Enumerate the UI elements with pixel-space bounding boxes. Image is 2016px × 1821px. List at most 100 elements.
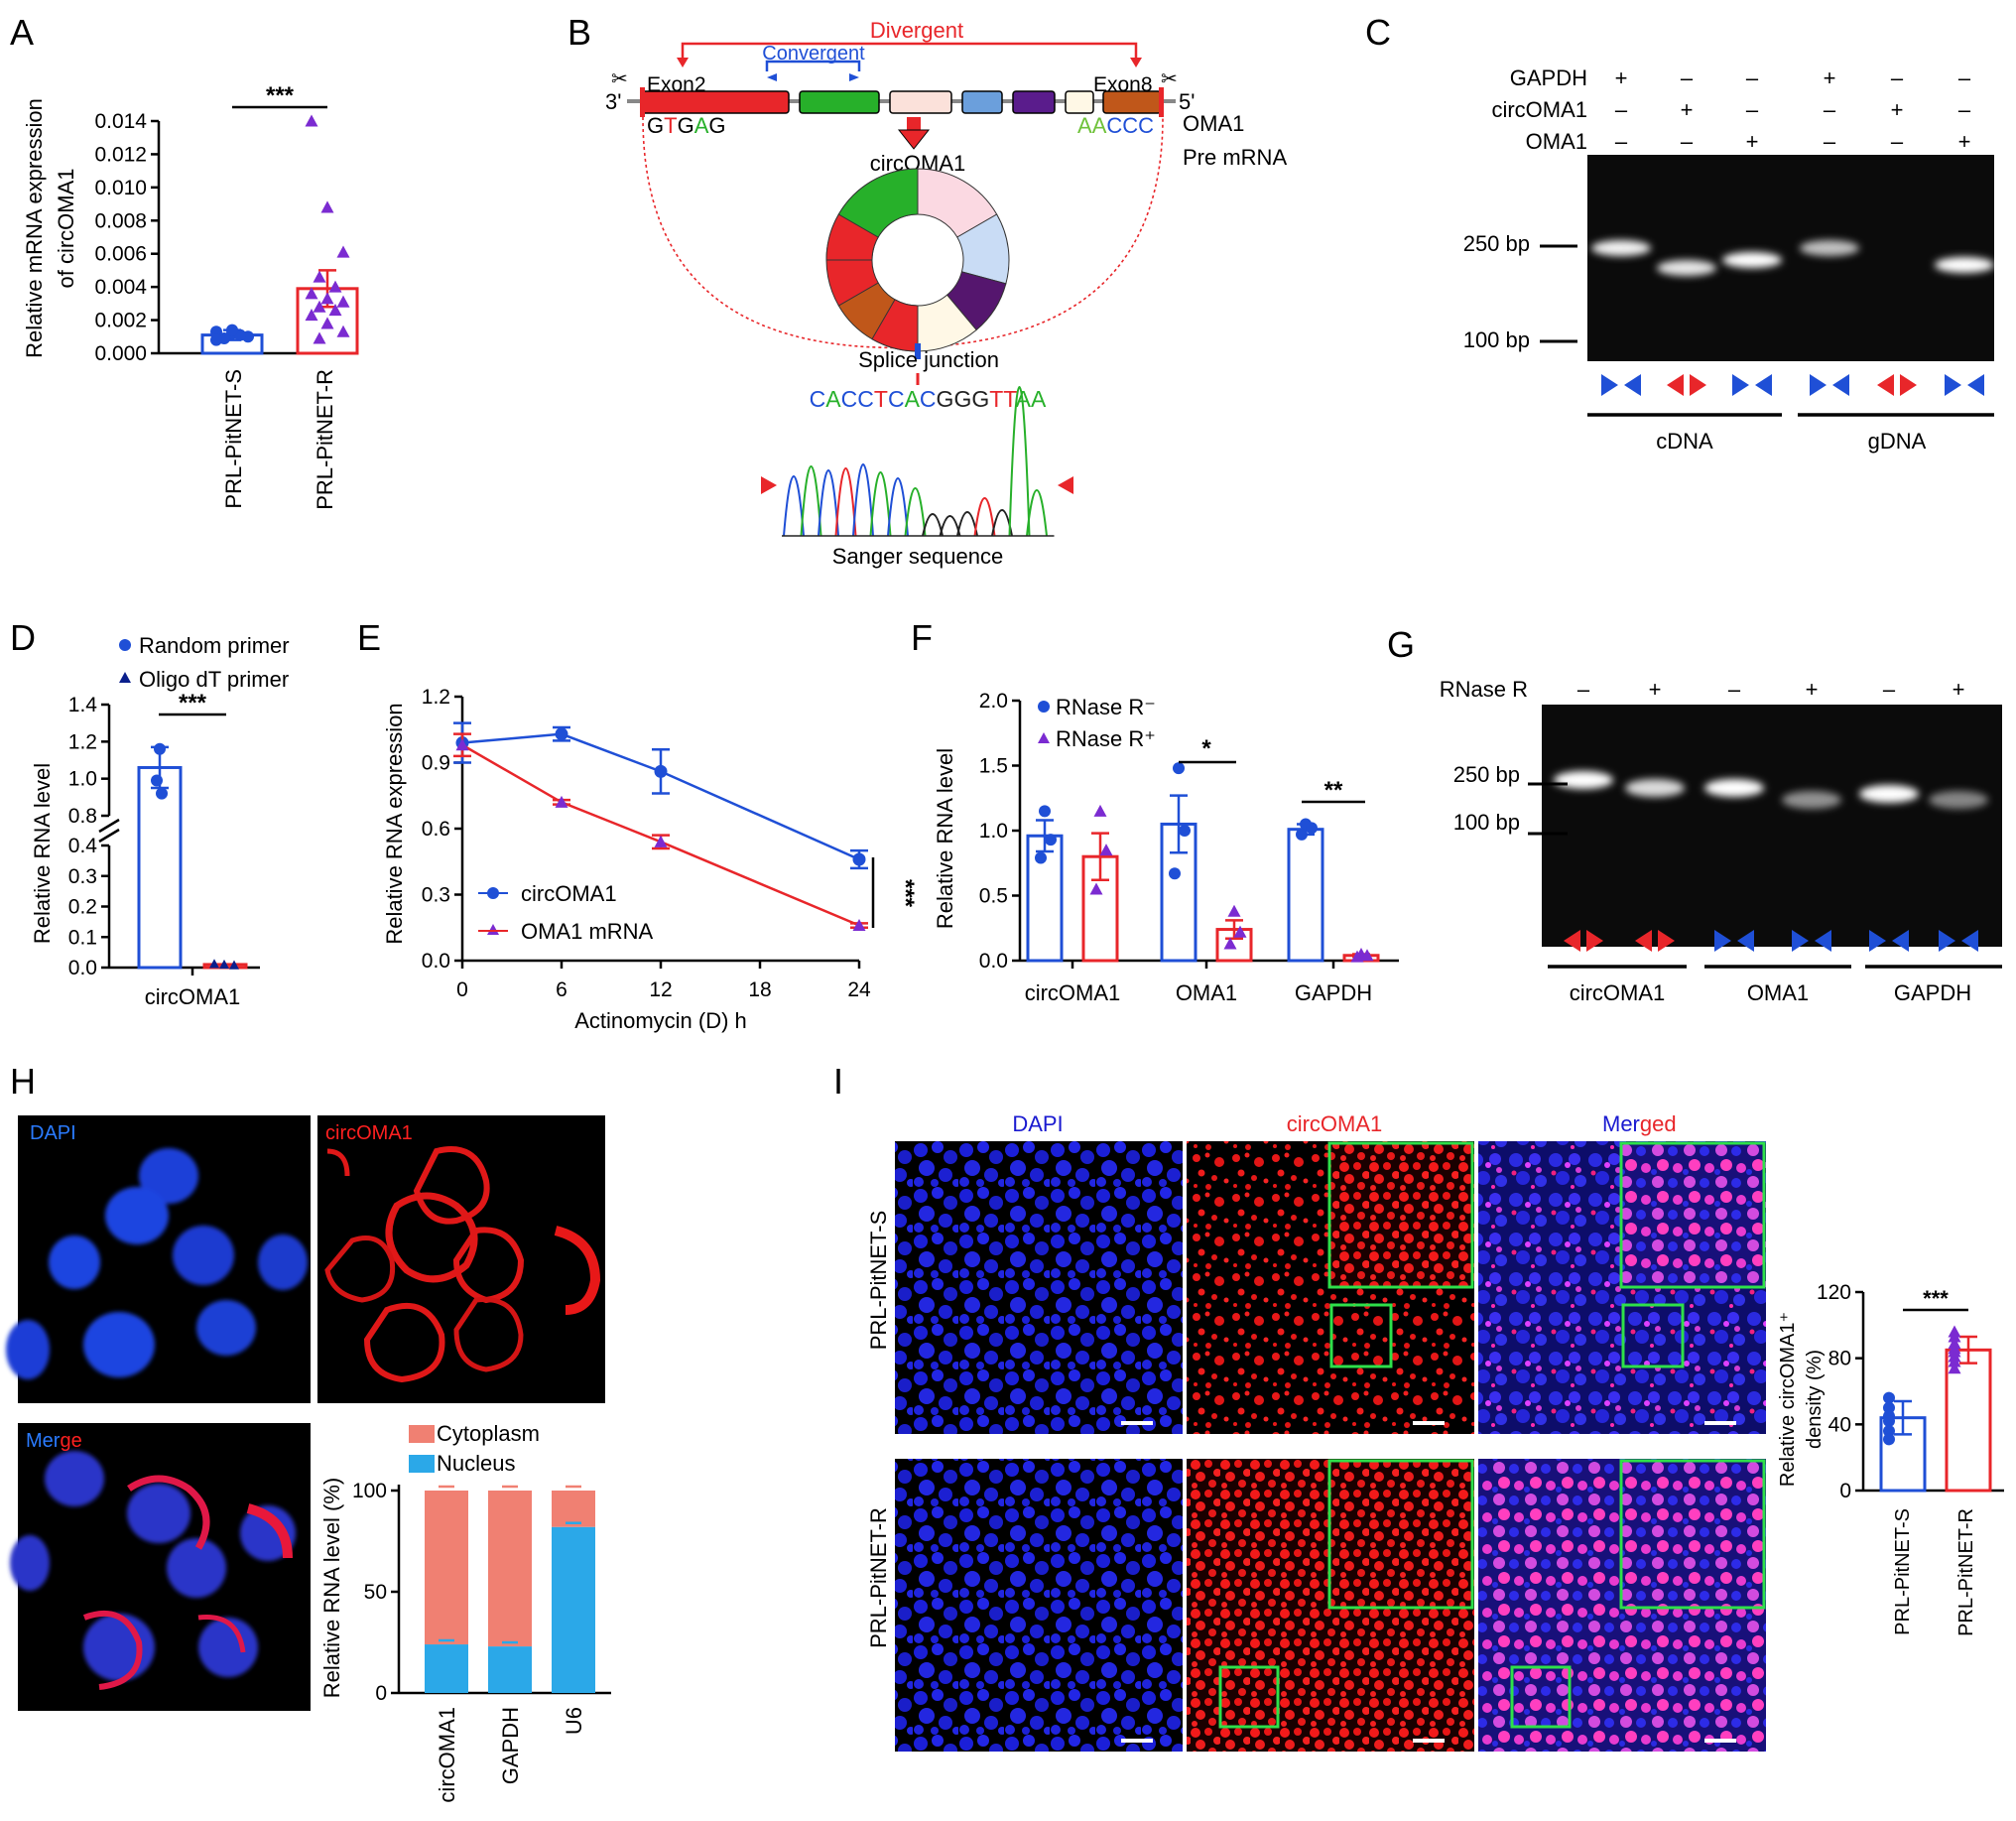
sanger-peak-11 — [973, 497, 996, 537]
panel-h-dapi-label: DAPI — [30, 1122, 76, 1144]
panel-h-ytick-label-2: 100 — [352, 1480, 387, 1502]
panel-f-bars — [1026, 762, 1380, 963]
sanger-arrow-left — [761, 476, 777, 494]
panel-c-mark-2-0: – — [1615, 129, 1628, 154]
exon-6-box — [1012, 90, 1056, 114]
panel-h-merge-cells — [10, 1451, 296, 1690]
panel-a-ytick-label-4: 0.008 — [94, 209, 147, 232]
panel-i-ytick-label-0: 0 — [1839, 1480, 1851, 1502]
panel-d-ytick-label-l-0: 0.0 — [68, 957, 97, 979]
panel-g-primer-5-right — [1939, 930, 1955, 952]
panel-a-ytick-label-6: 0.012 — [94, 143, 147, 166]
panel-c-ladder-100: 100 bp — [1463, 327, 1530, 352]
panel-f-point-2-1-1 — [1360, 949, 1374, 962]
panel-g-mark-3: + — [1806, 677, 1819, 702]
panel-i-row-r: PRL-PitNET-R — [866, 1507, 891, 1648]
exon-8-label: Exon8 — [1093, 73, 1153, 96]
panel-a-yticks: 0.000 0.002 0.004 0.006 0.008 0.010 0.012 0.014 — [94, 110, 159, 365]
panel-i-bars — [1879, 1325, 1992, 1493]
panel-c-primer-4-left — [1877, 374, 1894, 396]
panel-d-legend-marker-random — [119, 639, 131, 651]
panel-g-mark-0: – — [1577, 677, 1590, 702]
panel-i-ytick-label-3: 120 — [1817, 1281, 1851, 1304]
panel-g: G RNase R – + – + – + 250 bp 100 bp circOMA1 … — [1387, 624, 2002, 1005]
panel-f-xlabels: circOMA1 OMA1 GAPDH — [1025, 961, 1372, 1005]
panel-e-line-0 — [461, 732, 860, 861]
panel-d-sig: *** — [179, 690, 207, 716]
panel-c-primer-2-right — [1732, 374, 1749, 396]
exon-2-label: Exon2 — [647, 73, 706, 96]
panel-f: F RNase R⁻ RNase R⁺ Relative RNA level 0… — [911, 617, 1399, 1005]
panel-g-group-circ: circOMA1 — [1570, 980, 1666, 1005]
sanger-peak-14 — [1026, 489, 1048, 537]
panel-e-xlabel: Actinomycin (D) h — [574, 1008, 747, 1033]
panel-a-ytick-label-7: 0.014 — [94, 110, 147, 133]
flank-seq-right-0: A — [1077, 113, 1092, 138]
exon-2-marker — [640, 87, 645, 117]
exon-8-marker — [1159, 87, 1164, 117]
panel-a-point-0-6 — [226, 324, 238, 336]
panel-f-point-1-1-1 — [1233, 925, 1247, 938]
panel-a-ylabel-line2: of circOMA1 — [54, 168, 78, 288]
panel-a-point-1-3 — [313, 270, 326, 283]
divergent-arrow-right — [1130, 58, 1142, 67]
panel-g-lane-marks: – + – + – + — [1577, 677, 1965, 702]
junction-base-4: T — [874, 386, 888, 412]
panel-c-mark-0-0: + — [1615, 65, 1628, 90]
panel-a-ylabel-line1: Relative mRNA expression — [22, 98, 47, 358]
panel-f-point-2-0-2 — [1296, 828, 1308, 841]
junction-base-10: G — [971, 386, 989, 412]
panel-g-primer-1-left — [1635, 930, 1652, 952]
panel-e-point-1-3 — [852, 919, 866, 932]
panel-h-xlabel-2: U6 — [562, 1707, 586, 1735]
panel-h-bar-cyto-2 — [552, 1491, 595, 1527]
panel-a-point-1-13 — [313, 331, 326, 344]
junction-sequence: CACCTCACGGGTTAA — [810, 386, 1047, 412]
flank-seq-left-1: T — [664, 113, 677, 138]
panel-a-sig: *** — [266, 82, 295, 109]
junction-base-5: C — [888, 386, 905, 412]
panel-d: D Random primer Oligo dT primer Relative… — [10, 617, 290, 1009]
junction-base-11: T — [989, 386, 1003, 412]
panel-e: E Relative RNA expression 0.0 0.3 0.6 0.9 1.… — [357, 617, 919, 1033]
panel-c-row-label-2: OMA1 — [1526, 129, 1587, 154]
panel-i-s-dapi — [895, 1141, 1183, 1434]
flank-seq-left: GTGAG — [647, 113, 726, 138]
panel-e-sig: *** — [892, 879, 919, 908]
panel-e-ytick-label-1: 0.3 — [422, 884, 450, 907]
panel-i-point-0-3 — [1883, 1415, 1895, 1427]
convergent-arrow-left — [767, 73, 777, 81]
panel-i-r-merged-inset — [1619, 1459, 1766, 1610]
panel-c-band-2 — [1722, 252, 1782, 268]
panel-i-ytick-label-2: 80 — [1828, 1348, 1851, 1370]
panel-e-point-0-2 — [654, 764, 668, 778]
junction-base-7: C — [920, 386, 937, 412]
sanger-peak-0 — [783, 475, 805, 537]
panel-i-point-0-4 — [1883, 1425, 1895, 1437]
panel-c-mark-2-5: + — [1958, 129, 1971, 154]
panel-f-xlabel-2: GAPDH — [1295, 980, 1372, 1005]
panel-f-ytick-label-1: 0.5 — [979, 885, 1008, 908]
panel-g-group-gapdh: GAPDH — [1894, 980, 1971, 1005]
panel-d-legend-random: Random primer — [139, 633, 290, 658]
panel-e-legend-marker-mrna — [487, 924, 499, 935]
junction-base-12: T — [1003, 386, 1017, 412]
flank-seq-right: AACCC — [1077, 113, 1154, 138]
panel-c: C GAPDH + – – + – – circOMA1 – + – – + – OMA1 – – + – – + 25… — [1365, 12, 1994, 454]
panel-c-mark-1-0: – — [1615, 97, 1628, 122]
panel-i-col-merged-b: ged — [1640, 1111, 1677, 1136]
panel-h-circ-image — [317, 1115, 605, 1403]
panel-i-point-0-0 — [1883, 1391, 1895, 1404]
panel-d-axis-break-1 — [98, 818, 120, 834]
sanger-trace — [782, 386, 1055, 537]
panel-e-ytick-label-2: 0.6 — [422, 818, 450, 841]
panel-g-mark-1: + — [1649, 677, 1662, 702]
sanger-peak-2 — [818, 469, 839, 537]
end-3-label: 3' — [605, 89, 621, 114]
panel-f-xlabel-1: OMA1 — [1176, 980, 1237, 1005]
panel-c-primer-3-right — [1810, 374, 1827, 396]
panel-e-legend-circ: circOMA1 — [521, 881, 617, 906]
flank-seq-left-2: G — [678, 113, 694, 138]
down-arrow-icon — [897, 129, 931, 150]
panel-c-mark-1-5: – — [1958, 97, 1971, 122]
